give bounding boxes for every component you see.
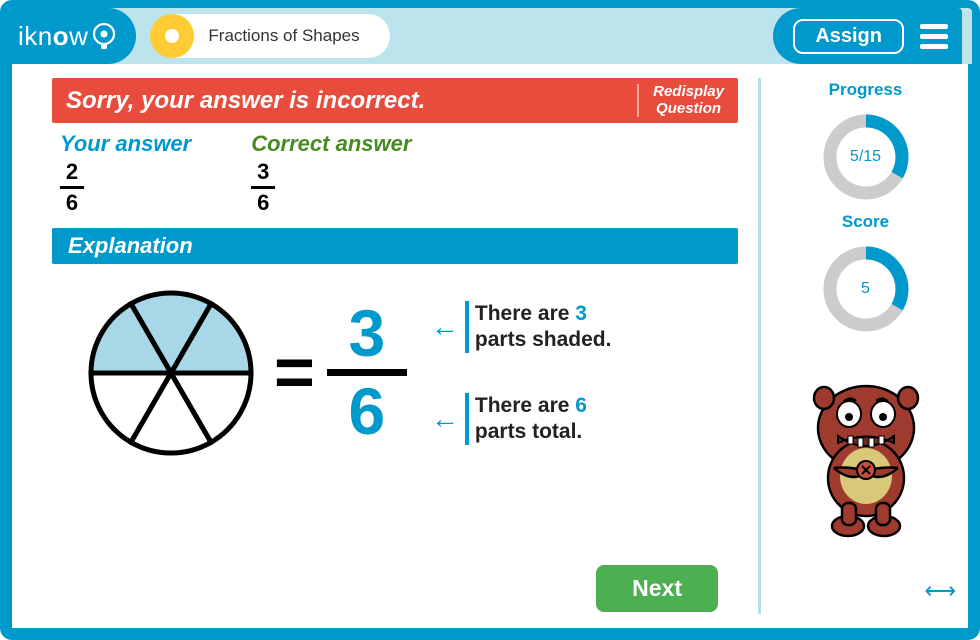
arrow-left-icon: ← [431,311,459,343]
score-label: Score [842,212,889,232]
sidebar: Progress 5/15 Score 5 [758,78,958,614]
lesson-title-pill: Fractions of Shapes [150,14,389,58]
logo[interactable]: iknow [8,8,136,64]
level-indicator-icon [150,14,194,58]
feedback-message: Sorry, your answer is incorrect. [66,87,425,115]
annotations: ← There are 3 parts shaded. ← There are … [431,301,612,445]
progress-value: 5/15 [821,112,911,202]
explanation-header: Explanation [52,228,738,264]
correct-answer-fraction: 3 6 [251,159,275,216]
arrow-left-icon: ← [431,403,459,435]
correct-answer-label: Correct answer [251,131,411,157]
header: iknow Fractions of Shapes Assign [8,8,972,64]
answers-row: Your answer 2 6 Correct answer 3 6 [60,131,738,216]
equals-sign: = [274,355,309,390]
correct-answer-block: Correct answer 3 6 [251,131,411,216]
mascot-character [796,358,936,543]
progress-label: Progress [829,80,903,100]
your-answer-fraction: 2 6 [60,159,84,216]
logo-text: iknow [18,21,88,52]
lightbulb-icon [90,21,118,51]
score-value: 5 [821,244,911,334]
next-button[interactable]: Next [596,565,718,612]
explanation-body: = 3 6 ← There are 3 parts shaded. ← [52,288,738,458]
progress-ring: 5/15 [821,112,911,202]
explanation-fraction: 3 6 [327,304,407,442]
lesson-title: Fractions of Shapes [208,26,359,46]
menu-icon[interactable] [920,24,948,49]
your-answer-label: Your answer [60,131,191,157]
score-ring: 5 [821,244,911,334]
redisplay-button[interactable]: Redisplay Question [637,84,724,117]
fraction-circle-diagram [86,288,256,458]
numerator-annotation: ← There are 3 parts shaded. [431,301,612,353]
header-right: Assign [773,8,962,64]
your-answer-block: Your answer 2 6 [60,131,191,216]
feedback-bar: Sorry, your answer is incorrect. Redispl… [52,78,738,123]
resize-icon[interactable]: ⟷ [924,578,956,604]
main-panel: Sorry, your answer is incorrect. Redispl… [52,78,738,614]
denominator-annotation: ← There are 6 parts total. [431,393,612,445]
assign-button[interactable]: Assign [793,19,904,54]
